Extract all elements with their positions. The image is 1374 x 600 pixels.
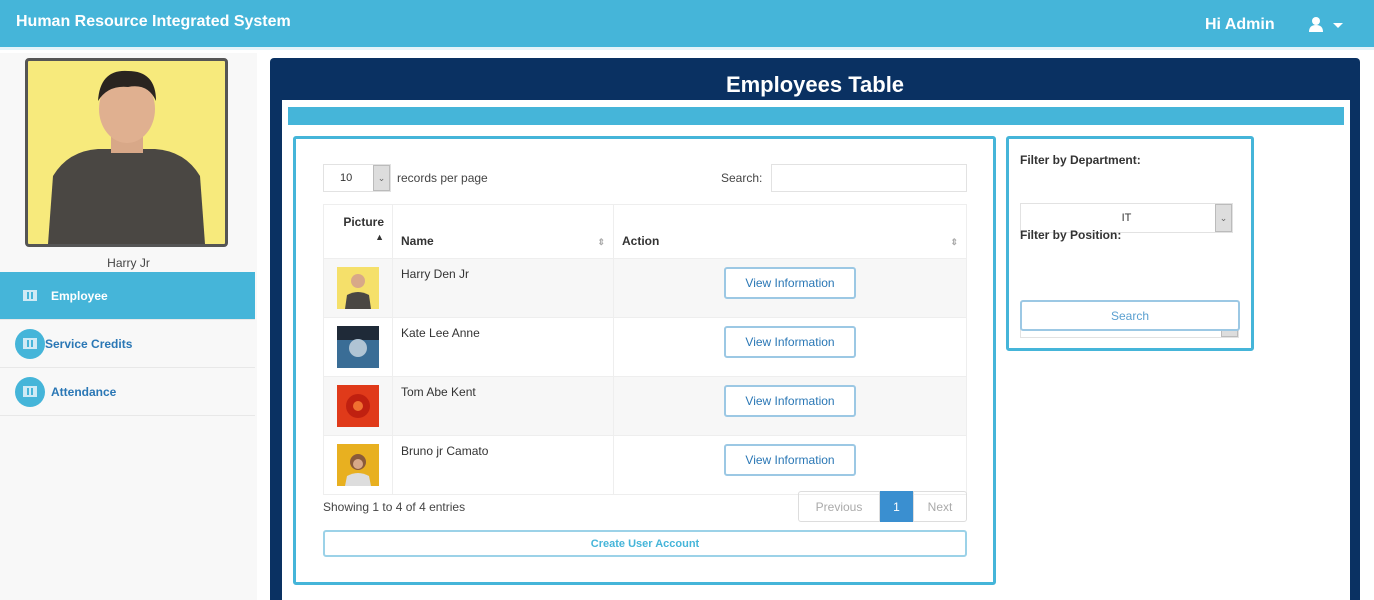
search-label: Search: — [721, 171, 763, 185]
action-cell: View Information — [613, 376, 967, 436]
caret-down-icon — [1333, 23, 1343, 28]
table-row: Harry Den Jr View Information — [323, 258, 967, 318]
previous-page-button[interactable]: Previous — [798, 491, 880, 522]
sidebar-item-employee[interactable]: Employee — [0, 272, 255, 320]
create-user-account-button[interactable]: Create User Account — [323, 530, 967, 557]
calendar-icon — [15, 328, 45, 359]
sidebar-item-attendance[interactable]: Attendance — [0, 368, 255, 416]
picture-cell — [323, 376, 393, 436]
panel-bar — [288, 107, 1344, 125]
table-row: Kate Lee Anne View Information — [323, 317, 967, 377]
user-menu-button[interactable] — [1308, 14, 1348, 36]
sort-icon: ⇕ — [950, 237, 958, 247]
action-cell: View Information — [613, 435, 967, 495]
view-information-button[interactable]: View Information — [724, 267, 856, 299]
employee-thumbnail — [337, 267, 379, 309]
table-row: Bruno jr Camato View Information — [323, 435, 967, 495]
action-cell: View Information — [613, 317, 967, 377]
employee-thumbnail — [337, 326, 379, 368]
avatar — [25, 58, 228, 247]
table-info: Showing 1 to 4 of 4 entries — [323, 500, 466, 514]
department-filter-label: Filter by Department: — [1020, 153, 1141, 167]
sidebar-item-label: Attendance — [51, 384, 117, 399]
column-name[interactable]: Name ⇕ — [392, 204, 614, 259]
picture-cell — [323, 435, 393, 495]
sidebar-item-label: Employee — [51, 288, 108, 303]
department-select[interactable]: IT ⌄ — [1020, 203, 1233, 233]
app-title: Human Resource Integrated System — [16, 13, 291, 30]
calendar-icon — [15, 281, 45, 311]
chevron-down-icon: ⌄ — [1215, 204, 1232, 232]
employee-name: Harry Den Jr — [392, 258, 614, 318]
view-information-button[interactable]: View Information — [724, 326, 856, 358]
column-label: Action — [622, 234, 660, 248]
view-information-button[interactable]: View Information — [724, 385, 856, 417]
calendar-icon — [15, 376, 45, 407]
department-value: IT — [1121, 212, 1132, 224]
page-size-select[interactable]: 10 ⌄ — [323, 164, 391, 192]
page-size-value: 10 — [340, 172, 353, 184]
sidebar-item-label: Service Credits — [45, 336, 133, 351]
sort-icon: ⇕ — [597, 237, 605, 247]
table-row: Tom Abe Kent View Information — [323, 376, 967, 436]
employee-thumbnail — [337, 444, 379, 486]
picture-cell — [323, 317, 393, 377]
greeting: Hi Admin — [1205, 16, 1275, 33]
records-label: records per page — [397, 171, 488, 185]
user-icon — [1309, 17, 1343, 32]
next-page-button[interactable]: Next — [913, 491, 967, 522]
table-header-row: Picture ▲ Name ⇕ Action ⇕ — [323, 204, 967, 259]
action-cell: View Information — [613, 258, 967, 318]
user-name: Harry Jr — [107, 256, 150, 270]
employee-name: Bruno jr Camato — [392, 435, 614, 495]
employee-thumbnail — [337, 385, 379, 427]
search-input[interactable] — [771, 164, 967, 192]
page-title: Employees Table — [725, 72, 905, 97]
employee-name: Kate Lee Anne — [392, 317, 614, 377]
employees-table: Picture ▲ Name ⇕ Action ⇕ Harry Den Jr View… — [323, 204, 967, 495]
picture-cell — [323, 258, 393, 318]
employee-name: Tom Abe Kent — [392, 376, 614, 436]
column-picture[interactable]: Picture ▲ — [323, 204, 393, 259]
column-label: Picture — [343, 215, 384, 229]
chevron-down-icon: ⌄ — [373, 165, 390, 191]
page-1-button[interactable]: 1 — [880, 491, 913, 522]
column-label: Name — [401, 234, 434, 248]
sidebar-item-service-credits[interactable]: Service Credits — [0, 320, 255, 368]
view-information-button[interactable]: View Information — [724, 444, 856, 476]
filter-search-button[interactable]: Search — [1020, 300, 1240, 331]
position-filter-label: Filter by Position: — [1020, 228, 1122, 242]
column-action[interactable]: Action ⇕ — [613, 204, 967, 259]
top-navbar — [0, 0, 1374, 50]
